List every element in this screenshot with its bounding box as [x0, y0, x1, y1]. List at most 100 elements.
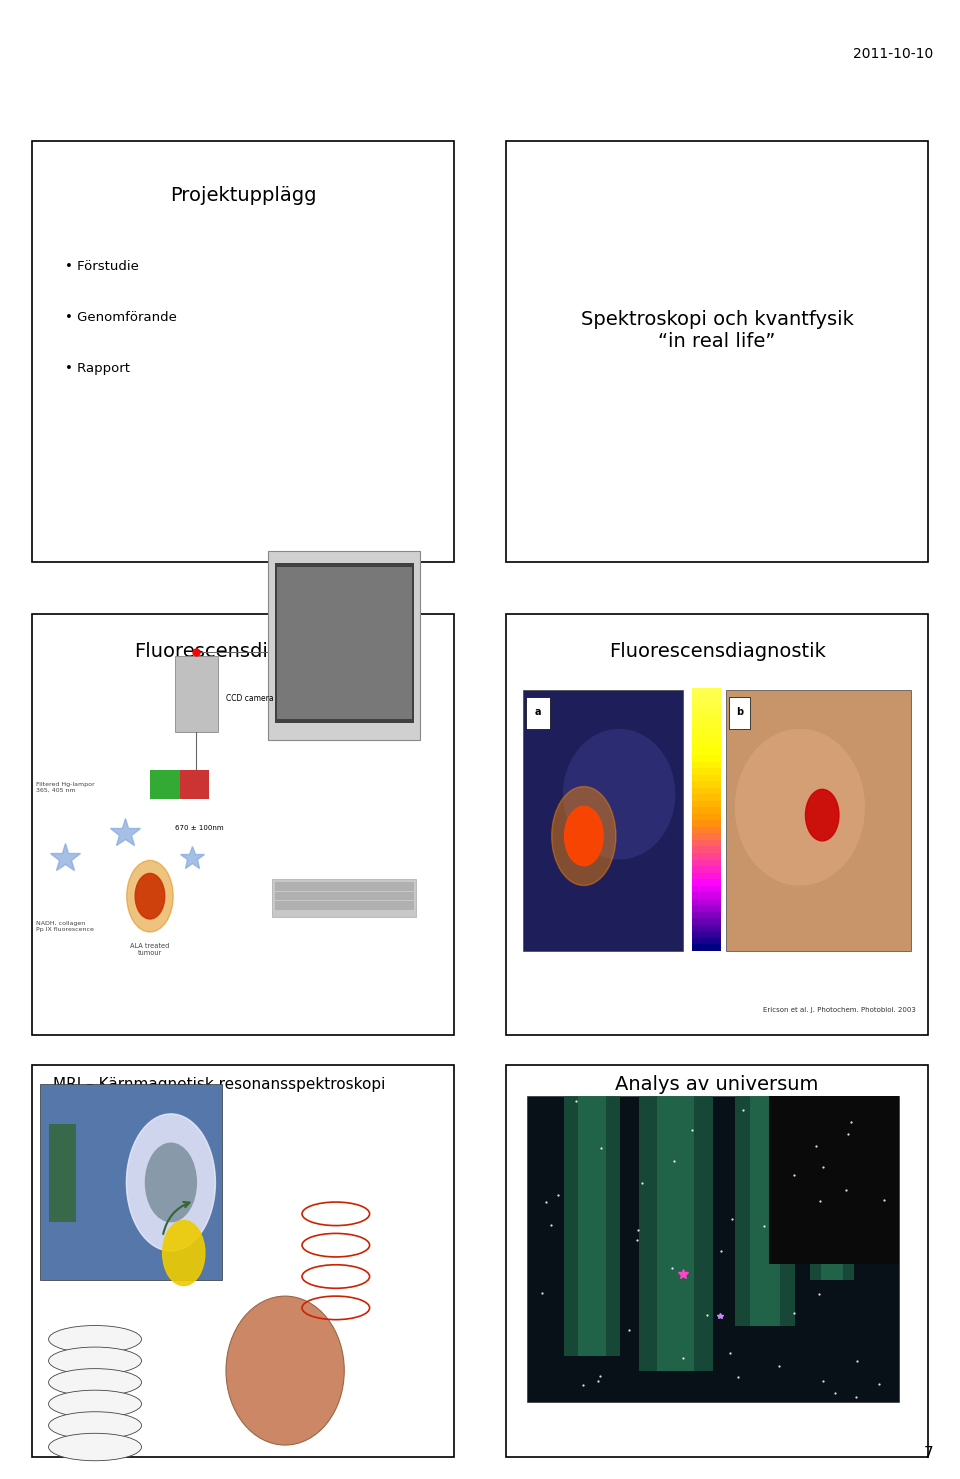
Bar	[176, 657, 218, 732]
Ellipse shape	[49, 1433, 141, 1461]
Bar	[692, 904, 721, 911]
Circle shape	[805, 790, 839, 842]
Text: CCD camera: CCD camera	[226, 694, 274, 703]
Circle shape	[564, 806, 603, 865]
Bar	[692, 714, 721, 722]
Bar	[735, 1096, 795, 1325]
Ellipse shape	[226, 1296, 345, 1445]
Bar	[726, 689, 911, 951]
Bar	[40, 1084, 222, 1281]
Bar	[523, 689, 684, 951]
Bar	[821, 1096, 843, 1279]
Text: Fluorescensdiagnostik: Fluorescensdiagnostik	[134, 642, 351, 661]
Bar	[275, 901, 414, 910]
Bar	[692, 871, 721, 879]
Bar	[692, 695, 721, 703]
Circle shape	[127, 1114, 215, 1251]
Ellipse shape	[49, 1347, 141, 1374]
Bar	[692, 825, 721, 833]
Bar	[32, 141, 454, 562]
Bar	[692, 944, 721, 951]
Bar	[506, 1065, 928, 1457]
Bar	[692, 884, 721, 892]
Bar	[769, 1096, 899, 1265]
Ellipse shape	[49, 1325, 141, 1353]
Bar	[692, 787, 721, 794]
Bar	[692, 753, 721, 762]
Bar	[692, 720, 721, 729]
Bar	[264, 1402, 306, 1433]
Text: ALA treated
tumour: ALA treated tumour	[131, 942, 170, 955]
Bar	[692, 930, 721, 938]
Bar	[527, 1096, 899, 1402]
Bar	[692, 852, 721, 859]
Bar	[638, 1096, 713, 1371]
Bar	[809, 1096, 854, 1279]
Bar	[692, 839, 721, 846]
Bar	[692, 890, 721, 899]
Circle shape	[146, 1143, 197, 1222]
Text: • Genomförande: • Genomförande	[65, 311, 178, 324]
Bar	[692, 877, 721, 886]
Bar	[150, 769, 180, 799]
Bar	[692, 779, 721, 788]
Bar	[32, 1065, 454, 1457]
Bar	[49, 1124, 77, 1222]
Bar	[692, 845, 721, 853]
Bar	[692, 701, 721, 710]
Bar	[692, 858, 721, 867]
Ellipse shape	[49, 1368, 141, 1396]
Bar	[692, 806, 721, 813]
Text: • Förstudie: • Förstudie	[65, 260, 139, 274]
Bar	[273, 880, 416, 917]
Text: 7: 7	[924, 1446, 933, 1461]
Text: 670 ± 100nm: 670 ± 100nm	[176, 825, 224, 831]
Bar	[692, 865, 721, 873]
Bar	[692, 728, 721, 735]
Bar	[692, 923, 721, 932]
Bar	[275, 892, 414, 901]
Bar	[506, 614, 928, 1035]
Bar	[692, 774, 721, 781]
Text: Ericson et al. J. Photochem. Photobiol. 2003: Ericson et al. J. Photochem. Photobiol. …	[763, 1007, 916, 1013]
Text: • Rapport: • Rapport	[65, 362, 131, 374]
Bar	[692, 708, 721, 716]
Bar	[692, 760, 721, 768]
Bar	[692, 766, 721, 775]
Bar	[692, 898, 721, 905]
Bar	[578, 1096, 606, 1356]
Bar	[692, 812, 721, 821]
Bar	[750, 1096, 780, 1325]
Bar	[506, 141, 928, 562]
Circle shape	[135, 874, 165, 918]
Bar	[692, 741, 721, 748]
Text: 2011-10-10: 2011-10-10	[852, 47, 933, 61]
Text: Projektupplägg: Projektupplägg	[170, 186, 316, 204]
Ellipse shape	[563, 729, 675, 859]
Text: Spektroskopi och kvantfysik
“in real life”: Spektroskopi och kvantfysik “in real lif…	[581, 309, 853, 351]
Bar	[692, 688, 721, 697]
Bar	[526, 698, 550, 729]
Bar	[692, 936, 721, 945]
Bar	[692, 734, 721, 742]
Ellipse shape	[49, 1412, 141, 1439]
Bar	[730, 698, 750, 729]
Bar	[275, 883, 414, 890]
Bar	[268, 550, 420, 740]
Text: Pp IX fluorescence: Pp IX fluorescence	[285, 660, 366, 669]
Text: Analys av universum: Analys av universum	[615, 1075, 819, 1094]
Bar	[692, 799, 721, 808]
Bar	[275, 563, 414, 723]
Text: MRI – Kärnmagnetisk resonansspektroskopi: MRI – Kärnmagnetisk resonansspektroskopi	[53, 1077, 385, 1092]
Bar	[692, 917, 721, 924]
Circle shape	[162, 1220, 204, 1285]
Bar	[564, 1096, 620, 1356]
Bar	[692, 819, 721, 827]
Bar	[692, 793, 721, 800]
Circle shape	[552, 787, 616, 886]
Text: Filtered Hg-lampor
365, 405 nm: Filtered Hg-lampor 365, 405 nm	[36, 782, 94, 793]
Bar	[276, 568, 412, 719]
Bar	[692, 747, 721, 754]
Bar	[692, 831, 721, 840]
Bar	[692, 910, 721, 918]
